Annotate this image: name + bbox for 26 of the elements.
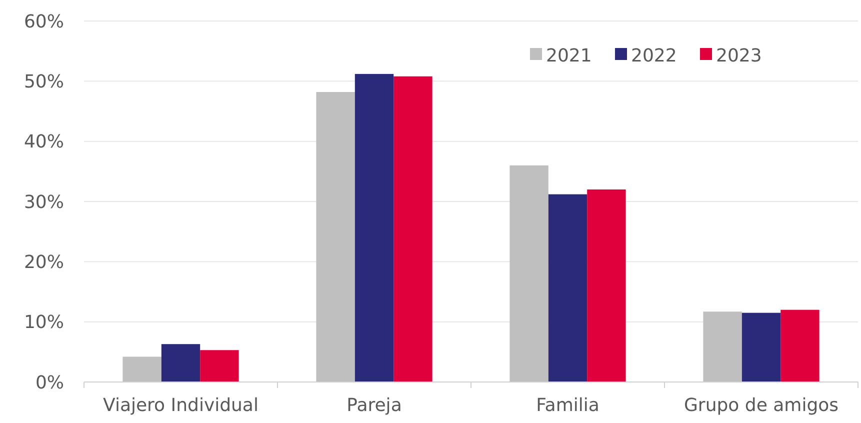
y-tick-label: 20% bbox=[24, 252, 64, 273]
legend-label: 2023 bbox=[716, 45, 762, 66]
bar bbox=[742, 312, 781, 382]
bar bbox=[316, 92, 355, 382]
y-tick-label: 40% bbox=[24, 132, 64, 153]
x-tick-label: Viajero Individual bbox=[103, 395, 258, 416]
bar bbox=[703, 312, 742, 382]
bar bbox=[780, 310, 820, 382]
bar bbox=[548, 194, 588, 382]
bar bbox=[354, 74, 394, 382]
x-tick-label: Grupo de amigos bbox=[684, 395, 839, 416]
bar bbox=[587, 189, 626, 382]
legend-label: 2021 bbox=[546, 45, 592, 66]
bar bbox=[122, 356, 162, 382]
x-tick-label: Familia bbox=[536, 395, 600, 416]
y-tick-label: 10% bbox=[24, 312, 64, 334]
y-tick-label: 30% bbox=[24, 192, 64, 213]
bar bbox=[510, 165, 548, 382]
bar bbox=[161, 344, 200, 382]
bar bbox=[200, 350, 239, 382]
x-tick-label: Pareja bbox=[346, 395, 402, 416]
y-tick-label: 60% bbox=[24, 11, 64, 32]
legend-label: 2022 bbox=[631, 45, 677, 66]
y-tick-label: 50% bbox=[24, 71, 64, 92]
bar bbox=[394, 76, 432, 382]
y-tick-label: 0% bbox=[35, 372, 64, 394]
